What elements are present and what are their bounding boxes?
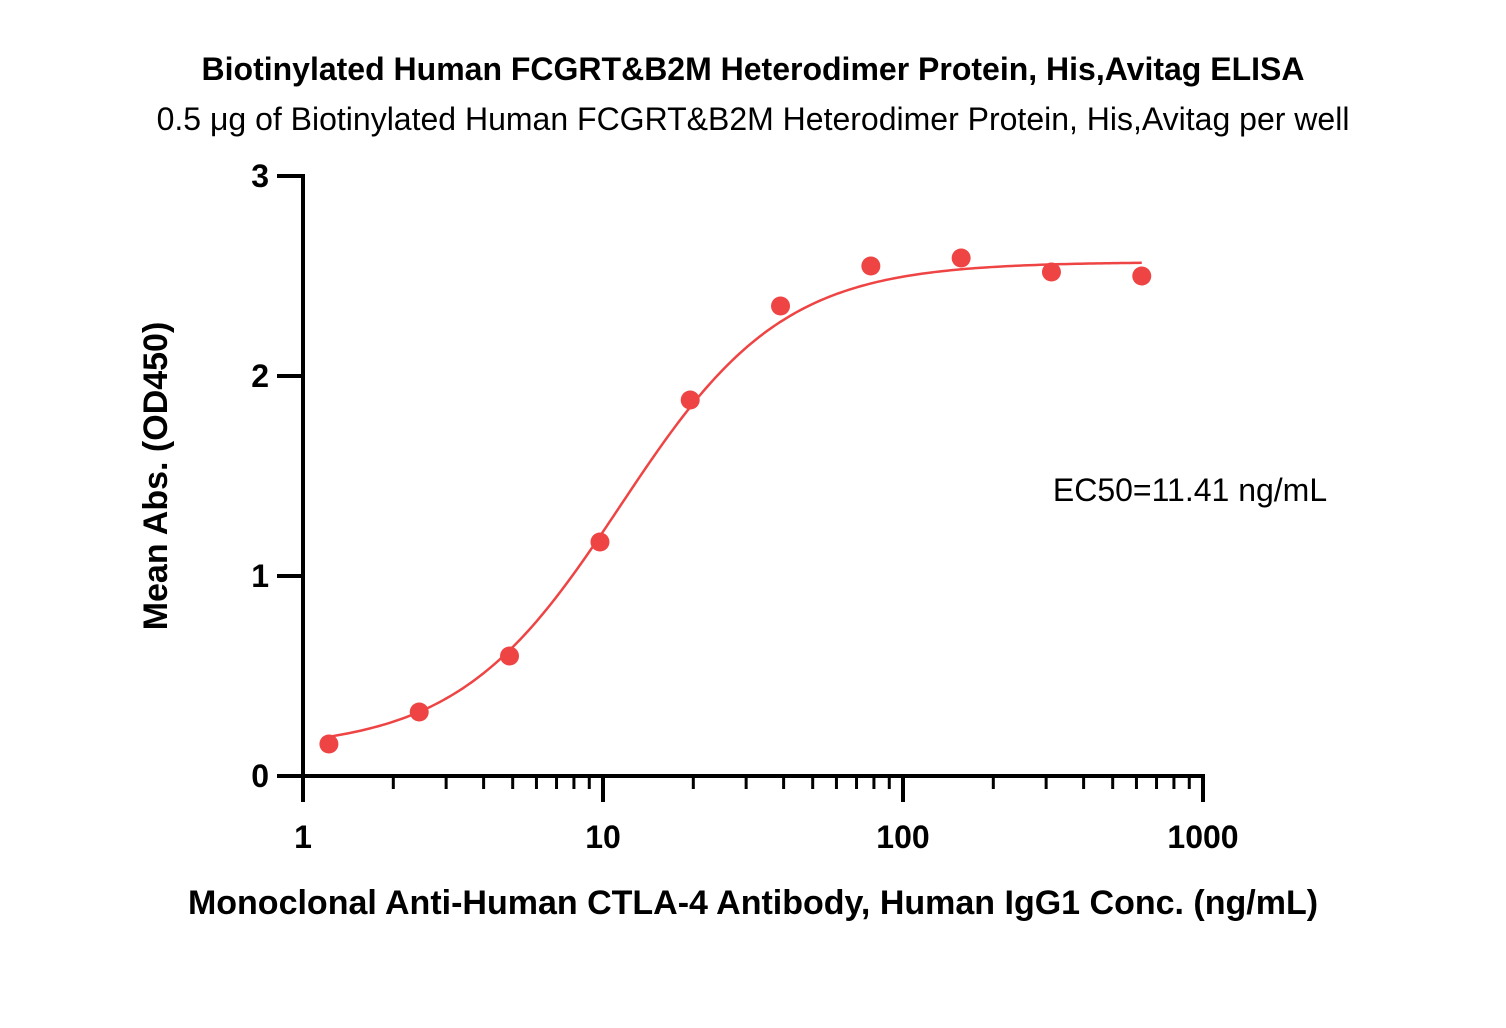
y-tick-label: 2 [251,358,269,394]
data-point [680,390,700,410]
fit-layer [328,261,1142,738]
data-point [319,734,339,754]
data-point [409,702,429,722]
x-axis-label: Monoclonal Anti-Human CTLA-4 Antibody, H… [188,884,1318,922]
data-point [1132,266,1152,286]
x-tick-label: 10 [585,819,621,855]
x-tick-label: 1000 [1167,819,1238,855]
y-tick-label: 1 [251,558,269,594]
data-point [951,248,971,268]
data-point [590,532,610,552]
x-tick-label: 100 [876,819,929,855]
points-layer [319,248,1152,754]
x-tick-label: 1 [294,819,312,855]
chart-title: Biotinylated Human FCGRT&B2M Heterodimer… [202,51,1305,87]
data-point [771,296,791,316]
data-point [861,256,881,276]
ec50-annotation: EC50=11.41 ng/mL [1053,472,1327,508]
y-tick-label: 3 [251,158,269,194]
y-tick-label: 0 [251,758,269,794]
chart-subtitle: 0.5 μg of Biotinylated Human FCGRT&B2M H… [157,101,1350,137]
data-point [500,646,520,666]
y-axis-label: Mean Abs. (OD450) [137,322,175,631]
fit-curve [328,261,1142,738]
data-point [1041,262,1061,282]
